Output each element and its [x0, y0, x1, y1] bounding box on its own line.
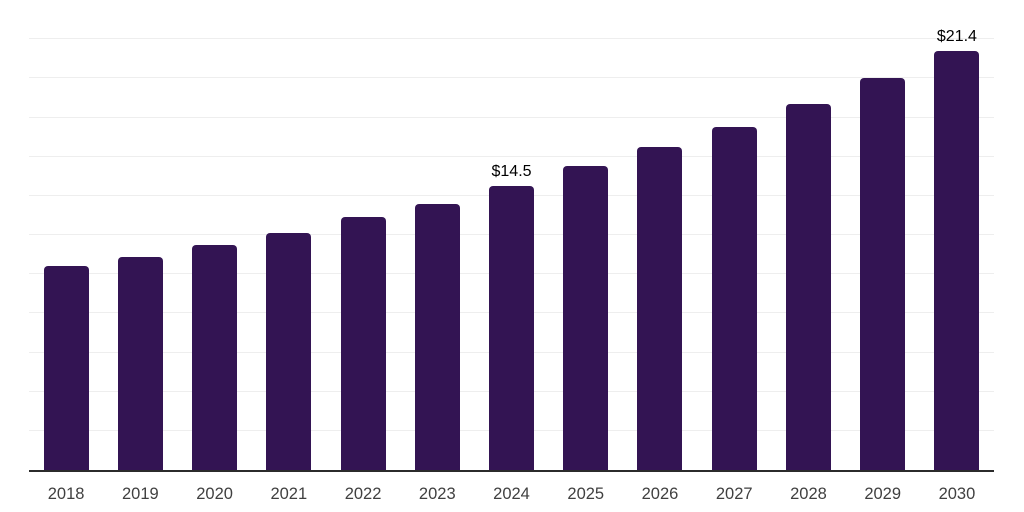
gridline-18 [29, 116, 994, 118]
bar-column-2022 [326, 0, 400, 470]
bar-2023 [414, 203, 460, 470]
bars-container: $14.5 $21.4 [29, 0, 994, 470]
bar-value-label-2030: $21.4 [936, 27, 977, 45]
x-axis-labels: 2018 2019 2020 2021 2022 2023 2024 2025 2026 2027… [29, 472, 994, 504]
bar-2021 [266, 233, 312, 470]
bar-column-2030: $21.4 [920, 0, 994, 470]
bar-column-2024: $14.5 [474, 0, 548, 470]
gridline-22 [29, 38, 994, 40]
bar-column-2020 [177, 0, 251, 470]
x-tick-2027: 2027 [715, 485, 753, 503]
bar-column-2019 [103, 0, 177, 470]
bar-2022 [340, 217, 386, 470]
bar-column-2021 [252, 0, 326, 470]
bar-2026 [637, 146, 683, 470]
x-tick-2026: 2026 [641, 485, 679, 503]
x-tick-2030: 2030 [938, 485, 976, 503]
x-tick-2023: 2023 [418, 485, 456, 503]
bar-column-2027 [697, 0, 771, 470]
bar-column-2029 [846, 0, 920, 470]
plot-area: $14.5 $21.4 [29, 0, 994, 472]
bar-2030: $21.4 [934, 28, 980, 470]
bar-2019 [117, 256, 163, 470]
bar-column-2028 [771, 0, 845, 470]
x-tick-2021: 2021 [270, 485, 308, 503]
x-tick-2019: 2019 [121, 485, 159, 503]
bar-2018 [43, 266, 89, 470]
x-tick-2024: 2024 [493, 485, 530, 503]
bar-2028 [785, 103, 831, 470]
bar-2024: $14.5 [489, 163, 535, 470]
x-tick-2029: 2029 [864, 485, 902, 503]
x-tick-2018: 2018 [47, 485, 85, 503]
bar-2027 [711, 127, 757, 470]
x-tick-2028: 2028 [790, 485, 827, 503]
x-tick-2022: 2022 [344, 485, 382, 503]
x-tick-2025: 2025 [567, 485, 605, 503]
bar-column-2025 [549, 0, 623, 470]
bar-value-label-2024: $14.5 [491, 163, 532, 181]
gridline-20 [29, 77, 994, 79]
bar-2029 [860, 78, 906, 470]
bar-column-2026 [623, 0, 697, 470]
bar-column-2023 [400, 0, 474, 470]
x-tick-2020: 2020 [196, 485, 233, 503]
bar-column-2018 [29, 0, 103, 470]
bar-2020 [192, 244, 238, 470]
gridline-16 [29, 155, 994, 157]
bar-2025 [563, 166, 609, 470]
